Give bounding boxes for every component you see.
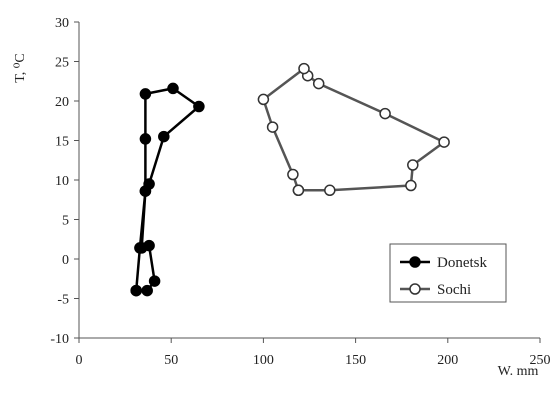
y-tick-label: 20: [55, 95, 69, 110]
legend-label-sochi: Sochi: [437, 282, 471, 298]
series-layer: [130, 62, 450, 297]
x-tick-label: 250: [530, 353, 551, 368]
data-point-sochi: [312, 77, 325, 90]
data-point-sochi: [292, 184, 305, 197]
y-tick-label: 10: [55, 174, 69, 189]
data-point-donetsk: [158, 130, 170, 143]
series-donetsk: [130, 82, 205, 297]
y-tick-label: -5: [57, 293, 69, 308]
x-tick-label: 100: [253, 353, 274, 368]
data-point-sochi: [379, 107, 391, 120]
y-tick-label: 25: [55, 56, 69, 71]
legend-marker-sochi: [409, 283, 421, 295]
legend-label-donetsk: Donetsk: [437, 255, 487, 271]
x-tick-label: 0: [76, 353, 83, 368]
x-tick-label: 200: [437, 353, 458, 368]
data-point-sochi: [405, 179, 417, 192]
y-tick-label: 30: [55, 16, 69, 31]
data-point-sochi: [407, 159, 419, 171]
series-sochi: [257, 62, 450, 197]
y-tick-label: 15: [55, 135, 69, 150]
data-point-donetsk: [134, 242, 146, 254]
y-axis-title: T, ⁰C: [13, 53, 28, 82]
data-point-sochi: [298, 62, 310, 75]
y-tick-label: -10: [50, 332, 69, 347]
x-tick-label: 150: [345, 353, 366, 368]
data-point-sochi: [438, 136, 450, 148]
y-tick-label: 0: [62, 253, 69, 268]
legend-box: [389, 243, 507, 303]
data-point-donetsk: [141, 284, 153, 297]
data-point-donetsk: [148, 275, 161, 287]
data-point-sochi: [287, 168, 299, 181]
data-point-donetsk: [130, 284, 142, 297]
legend-marker-donetsk: [409, 256, 421, 268]
y-tick-label: 5: [62, 214, 69, 229]
data-point-donetsk: [139, 185, 152, 197]
x-axis-title: W. mm: [498, 364, 539, 379]
data-point-donetsk: [139, 133, 152, 145]
legend: Donetsk Sochi: [389, 243, 507, 303]
data-point-sochi: [266, 121, 279, 133]
x-axis-ticks: 0 50 100 150 200 250: [76, 338, 551, 368]
data-point-donetsk: [139, 88, 152, 100]
data-point-donetsk: [167, 82, 179, 95]
data-point-donetsk: [193, 100, 205, 113]
data-point-sochi: [324, 184, 336, 197]
x-tick-label: 50: [164, 353, 178, 368]
data-point-sochi: [257, 93, 270, 106]
y-axis-ticks: -10 -5 0 5 10 15 20 25 30: [50, 16, 79, 347]
